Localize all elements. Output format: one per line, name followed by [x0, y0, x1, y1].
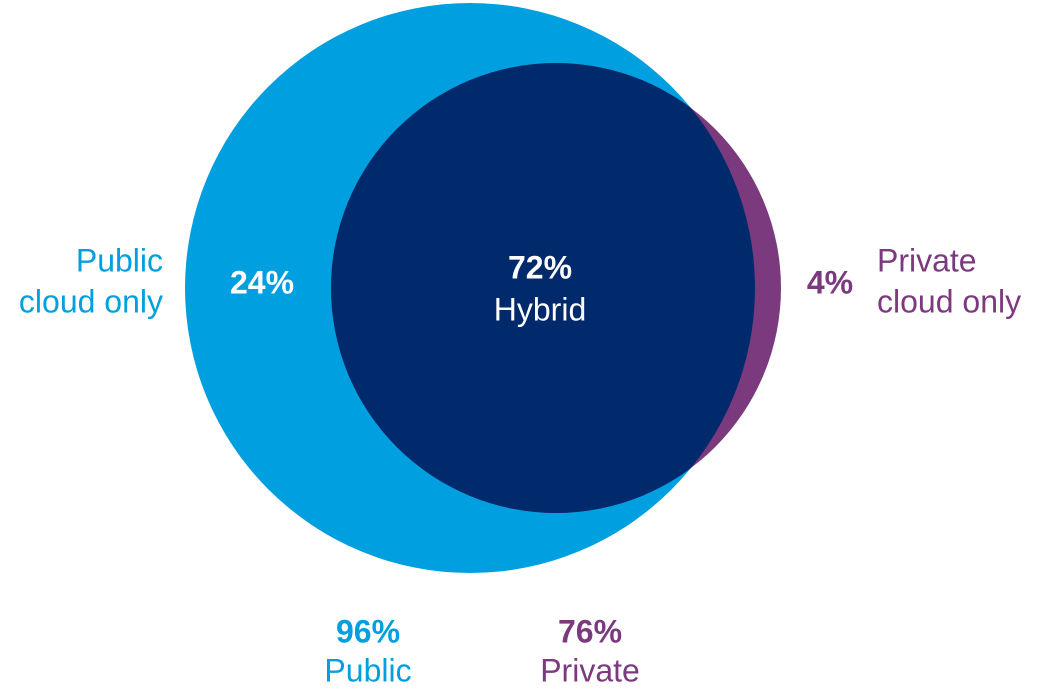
- hybrid-overlap: [331, 63, 755, 513]
- region-label: cloud only: [877, 283, 1021, 319]
- set-name: Private: [540, 652, 640, 688]
- region-label: Private: [877, 242, 977, 278]
- value-label: 24%: [230, 264, 294, 300]
- region-label: Hybrid: [494, 291, 586, 327]
- set-value-label: 76%: [558, 613, 622, 649]
- set-value-label: 96%: [336, 613, 400, 649]
- region-label: cloud only: [19, 283, 163, 319]
- value-label: 4%: [807, 264, 853, 300]
- value-label: 72%: [508, 249, 572, 285]
- region-label: Public: [76, 242, 163, 278]
- set-name: Public: [324, 652, 411, 688]
